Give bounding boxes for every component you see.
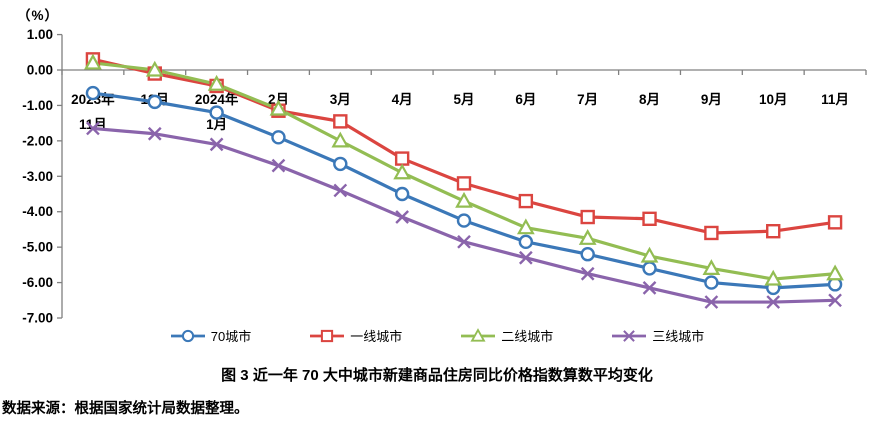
x-tick-label: 3月	[330, 92, 351, 107]
triangle-marker-icon	[84, 53, 102, 70]
x-marker-icon	[457, 234, 471, 249]
x-tick-label: 9月	[701, 92, 722, 107]
legend-item-third-tier: 三线城市	[611, 326, 704, 345]
legend-circle-marker-icon	[170, 329, 205, 342]
x-tick-label: 6月	[515, 92, 536, 107]
x-marker-icon	[271, 158, 286, 173]
x-tick-label: 10月	[759, 92, 788, 107]
square-marker-icon	[394, 151, 410, 166]
circle-marker-icon	[394, 186, 410, 202]
x-tick-label: 7月	[577, 92, 598, 107]
square-marker-icon	[766, 224, 781, 239]
y-tick-label: 1.00	[27, 27, 53, 42]
legend-x-marker-icon	[612, 329, 647, 342]
y-tick-label: -3.00	[22, 169, 53, 184]
triangle-marker-icon	[764, 269, 783, 286]
y-tick-label: -7.00	[22, 311, 53, 324]
x-marker-icon	[395, 210, 410, 224]
x-marker-icon	[518, 250, 533, 265]
triangle-marker-icon	[207, 74, 226, 91]
triangle-marker-icon	[516, 218, 535, 235]
circle-marker-icon	[704, 275, 719, 290]
x-tick-label: 1月	[206, 117, 227, 132]
circle-marker-icon	[456, 213, 472, 228]
figure-caption: 图 3 近一年 70 大中城市新建商品住房同比价格指数算数平均变化	[221, 367, 653, 384]
x-tick-label: 11月	[821, 92, 849, 107]
x-tick-label: 2024年	[195, 91, 239, 107]
circle-marker-icon	[518, 234, 534, 250]
legend-item-second-tier: 二线城市	[460, 326, 553, 345]
chart-canvas: 1.00 0.00 -1.00 -2.00 -3.00 -4.00 -5.00 -6.00 -7…	[22, 27, 867, 324]
legend-label: 三线城市	[652, 329, 705, 344]
circle-marker-icon	[333, 156, 348, 172]
x-marker-icon	[147, 126, 162, 141]
x-marker-icon	[209, 137, 224, 152]
x-tick-label: 2月	[268, 92, 289, 107]
legend-triangle-marker-icon	[461, 327, 496, 342]
x-tick-label: 8月	[639, 92, 660, 107]
square-marker-icon	[704, 225, 719, 241]
x-marker-icon	[580, 266, 595, 281]
circle-marker-icon	[580, 247, 595, 262]
triangle-marker-icon	[470, 327, 486, 342]
circle-marker-icon	[181, 329, 194, 342]
x-tick-label: 5月	[453, 92, 474, 107]
x-marker-icon	[642, 281, 657, 295]
legend-label: 一线城市	[350, 329, 403, 344]
y-tick-label: 0.00	[27, 63, 53, 78]
legend-label: 70城市	[210, 329, 252, 344]
square-marker-icon	[642, 211, 657, 227]
x-marker-icon	[86, 121, 100, 136]
x-marker-icon	[766, 295, 781, 309]
circle-marker-icon	[271, 130, 286, 145]
circle-marker-icon	[147, 94, 162, 110]
x-axis-labels: 2023年11月12月2024年1月2月3月4月5月6月7月8月9月10月11月	[71, 91, 849, 132]
triangle-marker-icon	[826, 264, 844, 281]
series-70-cities-markers	[85, 85, 843, 296]
legend-item-70-cities: 70城市	[170, 326, 251, 345]
x-marker-icon	[828, 293, 842, 308]
y-tick-label: -5.00	[22, 240, 53, 255]
axes: 1.00 0.00 -1.00 -2.00 -3.00 -4.00 -5.00 -6.00 -7…	[22, 27, 867, 324]
triangle-marker-icon	[640, 246, 659, 263]
y-tick-label: -4.00	[22, 204, 53, 219]
y-axis-unit-label: （%）	[17, 8, 60, 23]
square-marker-icon	[333, 114, 348, 129]
legend-label: 二线城市	[501, 329, 554, 344]
square-marker-icon	[518, 193, 534, 209]
chart-legend: 70城市 一线城市 二线城市 三线城市	[0, 326, 874, 345]
triangle-marker-icon	[455, 191, 473, 208]
series-second-tier-markers	[84, 53, 844, 286]
y-tick-label: -2.00	[22, 133, 53, 148]
y-tick-label: -1.00	[22, 98, 53, 113]
square-marker-icon	[321, 329, 334, 342]
triangle-marker-icon	[269, 99, 288, 116]
data-source-note: 数据来源：根据国家统计局数据整理。	[2, 401, 249, 417]
circle-marker-icon	[209, 105, 224, 120]
x-tick-label: 4月	[392, 92, 413, 107]
square-marker-icon	[456, 176, 472, 191]
x-marker-icon	[704, 295, 719, 309]
triangle-marker-icon	[578, 229, 597, 245]
series-third-tier-markers	[86, 121, 842, 309]
square-marker-icon	[827, 215, 843, 230]
x-marker-icon	[333, 183, 348, 198]
y-tick-label: -6.00	[22, 275, 53, 290]
triangle-marker-icon	[393, 163, 412, 180]
triangle-marker-icon	[145, 60, 164, 77]
triangle-marker-icon	[331, 131, 350, 148]
legend-item-first-tier: 一线城市	[309, 326, 402, 345]
circle-marker-icon	[85, 85, 101, 101]
square-marker-icon	[580, 209, 595, 225]
x-marker-icon	[623, 329, 636, 342]
legend-square-marker-icon	[310, 329, 345, 342]
circle-marker-icon	[642, 261, 657, 276]
triangle-marker-icon	[702, 259, 721, 276]
